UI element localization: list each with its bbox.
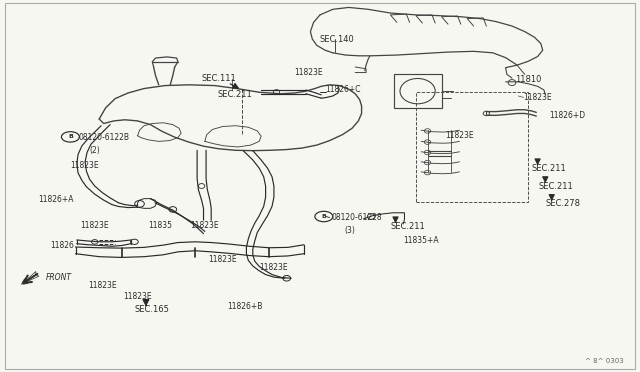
Text: SEC.211: SEC.211 [390,222,425,231]
Text: 11823E: 11823E [80,221,109,230]
Text: 08120-61228: 08120-61228 [332,213,382,222]
Bar [416,92,528,202]
Text: SEC.165: SEC.165 [134,305,169,314]
Text: 11823E: 11823E [70,161,99,170]
Text: 11823E: 11823E [259,263,288,272]
Text: 11823E: 11823E [88,281,117,290]
Text: ^ 8^ 0303: ^ 8^ 0303 [585,358,624,364]
Text: SEC.278: SEC.278 [545,199,580,208]
Text: (3): (3) [344,226,355,235]
Text: 11823E: 11823E [190,221,219,230]
Text: 11823E: 11823E [524,93,552,102]
Text: SEC.140: SEC.140 [320,35,355,44]
Text: FRONT: FRONT [46,273,72,282]
Text: 11826+D: 11826+D [549,111,585,120]
Text: 11826+C: 11826+C [325,85,360,94]
Text: (2): (2) [90,146,100,155]
Text: 11826+B: 11826+B [227,302,262,311]
Text: 11835: 11835 [148,221,173,230]
Text: 11826: 11826 [50,241,74,250]
Text: B: B [68,134,73,140]
Text: 11823E: 11823E [123,292,152,301]
Text: 11823E: 11823E [445,131,474,140]
Bar [394,74,442,108]
Text: SEC.111: SEC.111 [202,74,236,83]
Text: 11835+A: 11835+A [403,236,439,245]
Text: 11823E: 11823E [294,68,323,77]
Text: SEC.211: SEC.211 [539,182,573,190]
Text: B: B [321,214,326,219]
Text: 11826+A: 11826+A [38,195,74,204]
Text: 11810: 11810 [515,76,541,84]
Text: 08120-6122B: 08120-6122B [78,133,129,142]
Text: SEC.211: SEC.211 [218,90,252,99]
Text: SEC.211: SEC.211 [531,164,566,173]
Text: 11823E: 11823E [209,255,237,264]
